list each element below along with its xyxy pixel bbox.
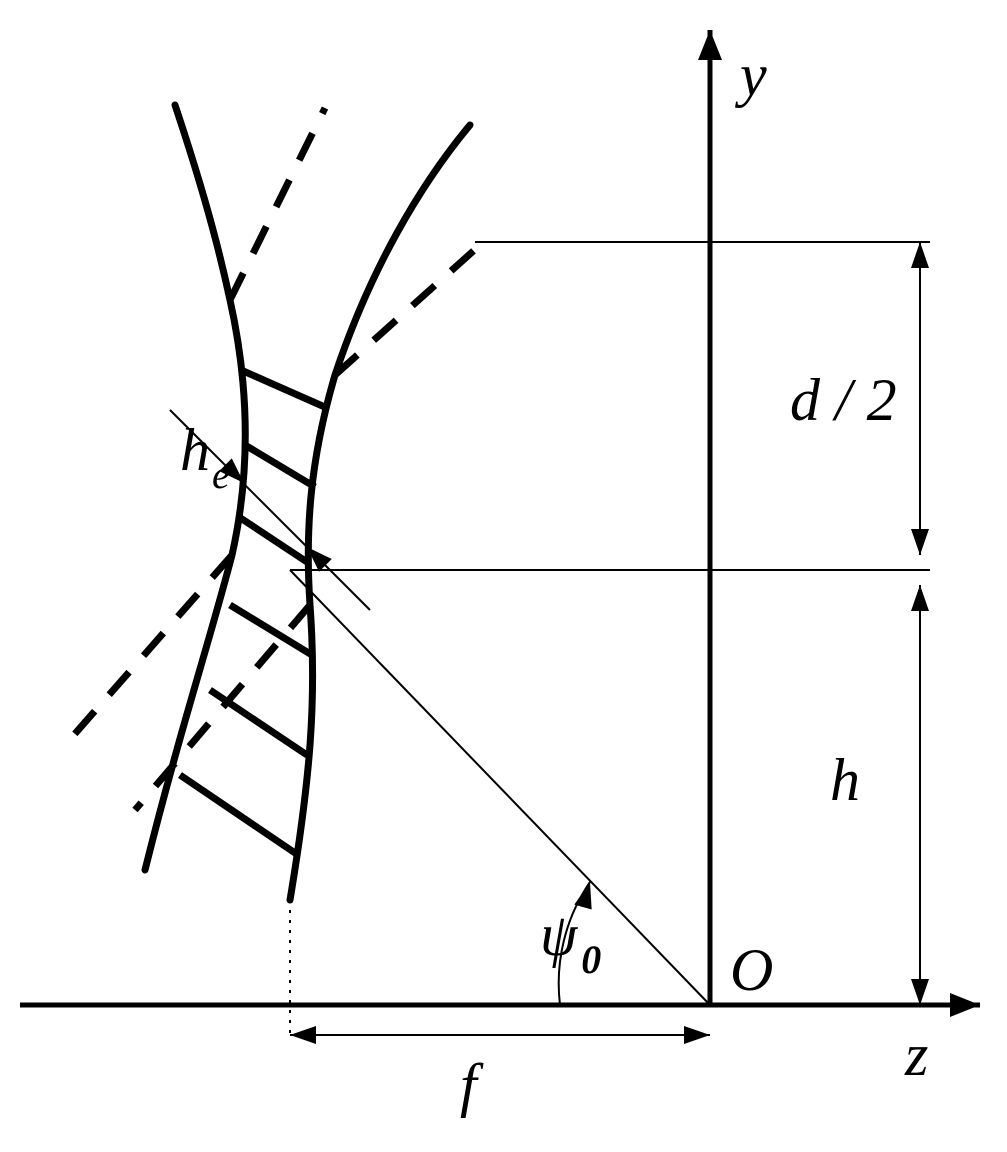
rung-2 [241, 370, 327, 408]
h-arrow-bottom [911, 979, 929, 1005]
d-half-arrow-top [911, 242, 929, 268]
d-half-arrow-mid-down [911, 529, 929, 555]
y-axis-label: y [734, 42, 767, 108]
z-axis-label: z [904, 1022, 928, 1088]
dash-top-left [230, 108, 325, 300]
h-arrow-top [911, 585, 929, 611]
rung-5 [180, 775, 298, 855]
h-label: h [830, 747, 860, 813]
left-curve [145, 105, 245, 870]
origin-label: O [730, 937, 773, 1003]
psi0-label: ψ0 [540, 902, 601, 982]
rung-4 [210, 690, 307, 755]
y-axis-arrow [698, 30, 722, 60]
focal-line [290, 570, 710, 1005]
rung-0 [239, 517, 307, 562]
he-label: he [180, 417, 230, 497]
f-label: f [460, 1052, 484, 1118]
d-half-label: d / 2 [790, 367, 897, 433]
f-arrow-left [290, 1026, 316, 1044]
rung-1 [245, 445, 315, 487]
right-curve [290, 125, 470, 900]
z-axis-arrow [950, 993, 980, 1017]
f-arrow-right [684, 1026, 710, 1044]
